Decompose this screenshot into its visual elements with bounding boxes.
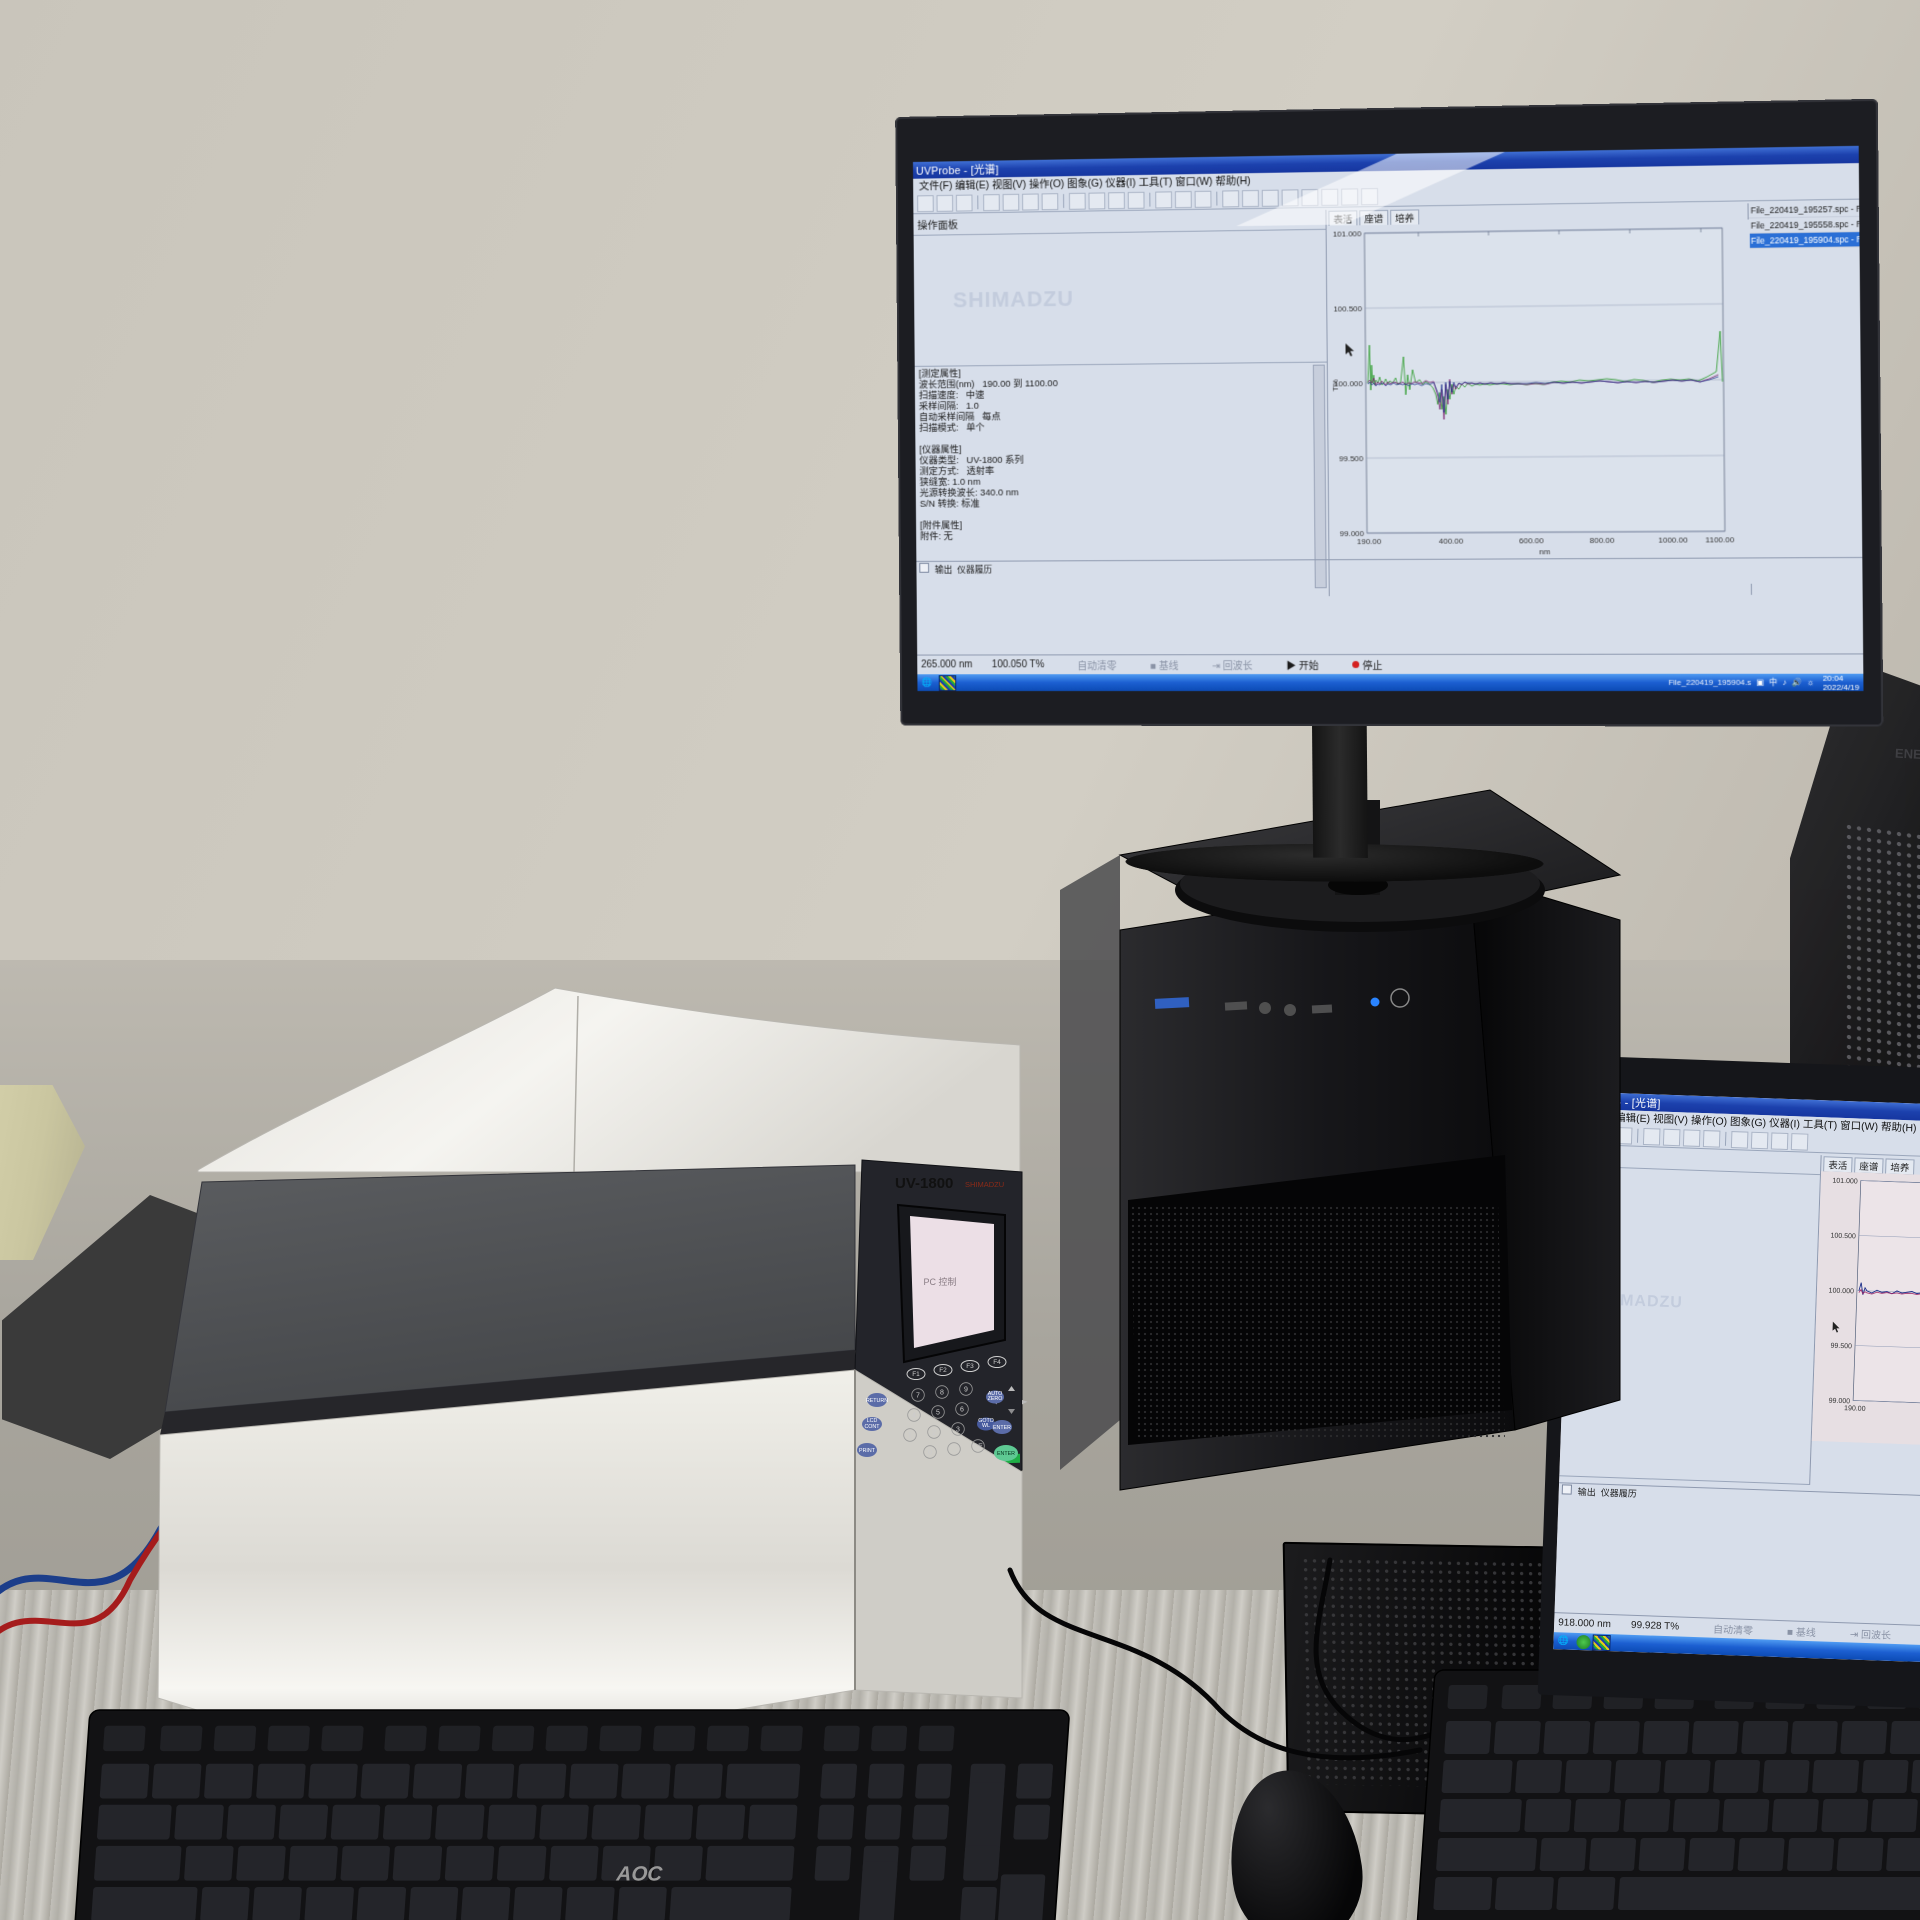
svg-text:8: 8 <box>940 1390 944 1397</box>
svg-text:ZERO: ZERO <box>988 1396 1003 1402</box>
svg-text:800.00: 800.00 <box>1590 536 1615 545</box>
svg-text:RETURN: RETURN <box>866 1398 888 1404</box>
svg-text:UV-1800: UV-1800 <box>895 1175 953 1192</box>
svg-text:101.000: 101.000 <box>1333 229 1362 238</box>
svg-text:400.00: 400.00 <box>1439 537 1464 546</box>
svg-text:nm: nm <box>1539 547 1551 556</box>
svg-text:190.00: 190.00 <box>1357 537 1382 546</box>
svg-text:7: 7 <box>916 1393 920 1400</box>
svg-text:5: 5 <box>936 1410 940 1417</box>
svg-text:4: 4 <box>912 1413 916 1420</box>
svg-text:1100.00: 1100.00 <box>1705 535 1734 544</box>
svg-text:1000.00: 1000.00 <box>1658 535 1688 544</box>
svg-text:WL: WL <box>982 1423 990 1429</box>
svg-text:99.000: 99.000 <box>1829 1398 1851 1406</box>
svg-text:190.00: 190.00 <box>1844 1405 1866 1413</box>
svg-text:F4: F4 <box>993 1359 1001 1366</box>
svg-text:CE: CE <box>973 1444 983 1451</box>
svg-text:0: 0 <box>928 1450 932 1457</box>
svg-text:CONT: CONT <box>864 1424 880 1430</box>
svg-text:9: 9 <box>964 1387 968 1394</box>
svg-text:PRINT: PRINT <box>859 1448 876 1454</box>
svg-text:100.000: 100.000 <box>1828 1288 1854 1296</box>
svg-text:.: . <box>953 1447 955 1454</box>
svg-text:PC 控制: PC 控制 <box>923 1276 956 1287</box>
svg-text:100.500: 100.500 <box>1333 304 1362 313</box>
svg-text:F3: F3 <box>966 1363 974 1370</box>
svg-text:T%: T% <box>1331 379 1340 391</box>
svg-text:101.000: 101.000 <box>1832 1178 1858 1186</box>
svg-text:99.500: 99.500 <box>1830 1343 1852 1351</box>
svg-text:100.500: 100.500 <box>1830 1233 1856 1241</box>
svg-text:6: 6 <box>960 1407 964 1414</box>
svg-text:2: 2 <box>932 1430 936 1437</box>
svg-text:600.00: 600.00 <box>1519 536 1544 545</box>
svg-text:99.500: 99.500 <box>1339 454 1364 463</box>
svg-text:ENTER: ENTER <box>993 1425 1011 1431</box>
svg-text:ENTER: ENTER <box>997 1451 1015 1457</box>
svg-text:SHIMADZU: SHIMADZU <box>965 1180 1004 1189</box>
svg-text:3: 3 <box>956 1427 960 1434</box>
svg-text:F2: F2 <box>939 1367 947 1374</box>
svg-text:F1: F1 <box>912 1371 920 1378</box>
svg-text:1: 1 <box>908 1433 912 1440</box>
